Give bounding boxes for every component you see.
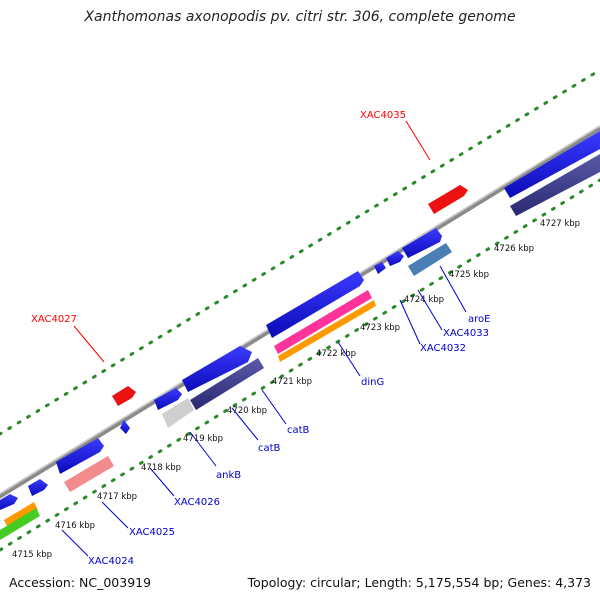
leader-line [261, 389, 287, 425]
scale-tick-label: 4718 kbp [141, 463, 181, 473]
leader-line [399, 299, 421, 345]
gene-green-track[interactable] [0, 508, 40, 540]
scale-tick-label: 4717 kbp [97, 492, 137, 502]
leader-line [73, 325, 105, 363]
scale-tick-label: 4715 kbp [12, 550, 52, 560]
gene-reverse-cds[interactable] [510, 154, 600, 216]
gene-reverse-cds[interactable] [190, 358, 264, 410]
scale-tick-label: 4722 kbp [316, 349, 356, 359]
gene-label-xac4035[interactable]: XAC4035 [360, 110, 406, 121]
gene-xac4035[interactable] [428, 185, 468, 214]
scale-tick-label: 4721 kbp [272, 377, 312, 387]
scale-labels: 4715 kbp 4716 kbp 4717 kbp 4718 kbp 4719… [12, 219, 580, 560]
gene-xac4027[interactable] [112, 386, 136, 406]
gene-label-aroe[interactable]: aroE [468, 314, 490, 325]
reverse-strand-features [0, 154, 600, 540]
leader-line [231, 407, 259, 441]
gene-forward-cds[interactable] [56, 438, 104, 474]
leader-line [337, 341, 361, 377]
genome-title: Xanthomonas axonopodis pv. citri str. 30… [84, 9, 516, 25]
gene-arcE-region[interactable] [408, 243, 452, 276]
scale-tick-label: 4720 kbp [227, 406, 267, 416]
scale-tick-label: 4723 kbp [360, 323, 400, 333]
gene-small-cds[interactable] [120, 420, 130, 434]
gene-label-ding[interactable]: dinG [361, 377, 384, 388]
gene-forward-cds[interactable] [504, 131, 600, 198]
scale-tick-label: 4719 kbp [183, 434, 223, 444]
genome-summary-text: Topology: circular; Length: 5,175,554 bp… [247, 575, 591, 590]
outer-gene-labels: XAC4035 XAC4027 [31, 110, 431, 363]
gene-label-xac4032[interactable]: XAC4032 [420, 343, 466, 354]
gene-forward-cds[interactable] [374, 262, 386, 274]
gene-label-xac4026[interactable]: XAC4026 [174, 497, 220, 508]
scale-tick-label: 4716 kbp [55, 521, 95, 531]
leader-line [417, 289, 443, 331]
inner-tick-ring [0, 178, 600, 552]
forward-strand-features [0, 131, 600, 510]
gene-forward-cds[interactable] [154, 388, 182, 410]
gene-forward-cds[interactable] [28, 479, 48, 496]
outer-tick-ring [0, 68, 600, 436]
scale-tick-label: 4726 kbp [494, 244, 534, 254]
leader-line [405, 120, 431, 161]
gene-forward-cds[interactable] [402, 228, 442, 258]
gene-forward-cds[interactable] [182, 346, 252, 392]
gene-label-xac4025[interactable]: XAC4025 [129, 527, 175, 538]
leader-line [149, 467, 175, 497]
leader-line [439, 265, 467, 313]
leader-line [189, 431, 217, 467]
gene-label-catb[interactable]: catB [258, 443, 281, 454]
gene-label-xac4027[interactable]: XAC4027 [31, 314, 77, 325]
gene-salmon-track[interactable] [64, 456, 114, 492]
leader-line [101, 501, 129, 529]
gene-label-xac4024[interactable]: XAC4024 [88, 556, 134, 567]
gene-forward-cds[interactable] [266, 271, 364, 338]
gene-label-ankb[interactable]: ankB [216, 470, 241, 481]
gene-gray-track[interactable] [162, 398, 194, 428]
gene-orange-track[interactable] [4, 502, 38, 528]
accession-text: Accession: NC_003919 [9, 575, 152, 590]
leader-line [61, 529, 89, 557]
gene-pink-track[interactable] [274, 290, 372, 354]
gene-forward-cds[interactable] [386, 251, 404, 266]
gene-forward-cds[interactable] [0, 494, 18, 510]
gene-label-xac4033[interactable]: XAC4033 [443, 328, 489, 339]
scale-tick-label: 4727 kbp [540, 219, 580, 229]
inner-gene-labels: aroE XAC4033 XAC4032 dinG catB catB ankB… [61, 265, 490, 567]
gene-label-catb[interactable]: catB [287, 425, 310, 436]
gene-orange-track[interactable] [278, 300, 376, 362]
scale-tick-label: 4725 kbp [449, 270, 489, 280]
